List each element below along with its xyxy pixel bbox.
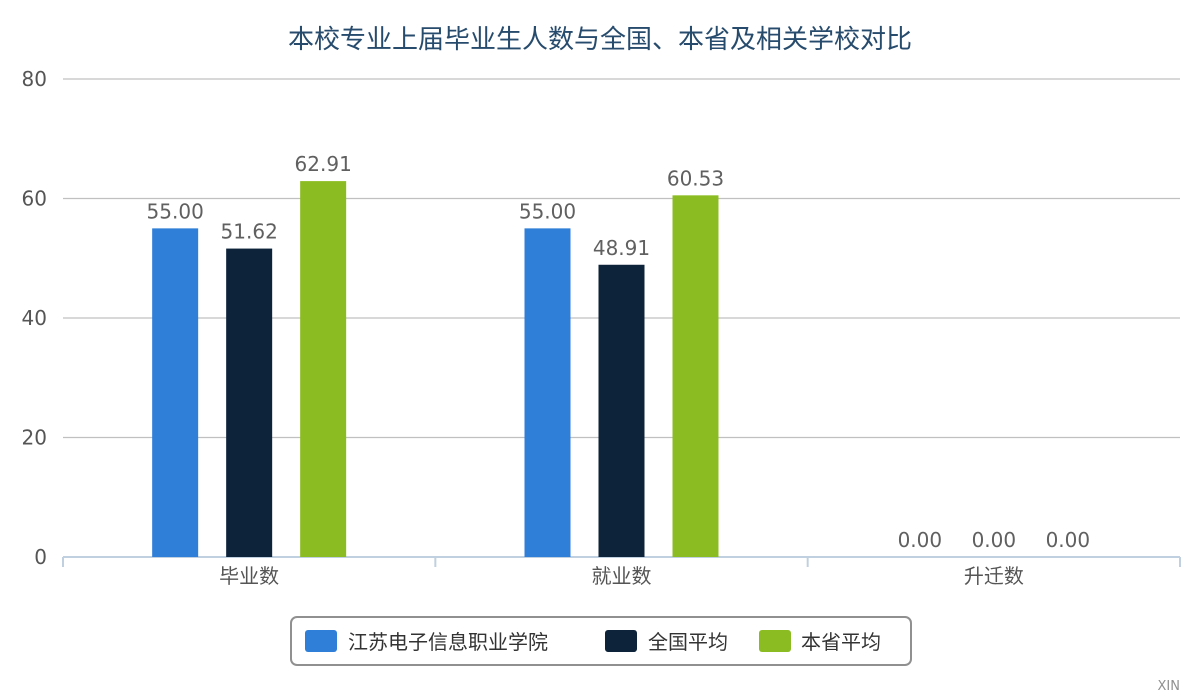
bar[interactable] bbox=[226, 248, 273, 557]
y-tick-label: 20 bbox=[22, 426, 47, 450]
data-label: 55.00 bbox=[147, 199, 204, 223]
data-labels: 55.00 51.62 62.91 55.00 48.91 60.53 0.00 0.00 0.… bbox=[147, 152, 1091, 552]
data-label: 0.00 bbox=[972, 528, 1017, 552]
x-category-label: 毕业数 bbox=[219, 564, 279, 588]
data-label: 55.00 bbox=[519, 199, 576, 223]
credit-text: XIN bbox=[1158, 679, 1180, 694]
y-axis: 0 20 40 60 80 bbox=[22, 67, 47, 569]
bar[interactable] bbox=[598, 264, 645, 557]
y-tick-label: 80 bbox=[22, 67, 47, 91]
bar[interactable] bbox=[300, 181, 347, 558]
legend-item[interactable]: 全国平均 bbox=[605, 630, 728, 654]
bar[interactable] bbox=[672, 195, 719, 557]
legend-label: 全国平均 bbox=[648, 630, 728, 654]
legend-swatch bbox=[605, 630, 637, 652]
y-tick-label: 40 bbox=[22, 306, 47, 330]
data-label: 48.91 bbox=[593, 236, 650, 260]
data-label: 0.00 bbox=[898, 528, 943, 552]
x-category-label: 升迁数 bbox=[964, 564, 1024, 588]
x-axis: 毕业数 就业数 升迁数 bbox=[62, 556, 1181, 588]
data-label: 0.00 bbox=[1046, 528, 1091, 552]
legend-box bbox=[290, 616, 912, 666]
data-label: 51.62 bbox=[221, 220, 278, 244]
x-category-label: 就业数 bbox=[592, 564, 652, 588]
y-tick-label: 0 bbox=[34, 545, 47, 569]
legend-label: 江苏电子信息职业学院 bbox=[348, 630, 548, 654]
legend[interactable]: 江苏电子信息职业学院 全国平均 本省平均 bbox=[290, 616, 912, 666]
bar[interactable] bbox=[524, 228, 571, 557]
legend-item[interactable]: 江苏电子信息职业学院 bbox=[305, 630, 548, 654]
legend-item[interactable]: 本省平均 bbox=[759, 630, 881, 654]
bar[interactable] bbox=[152, 228, 199, 557]
y-tick-label: 60 bbox=[22, 187, 47, 211]
chart-title: 本校专业上届毕业生人数与全国、本省及相关学校对比 bbox=[288, 25, 912, 55]
bars bbox=[152, 181, 719, 558]
data-label: 60.53 bbox=[667, 166, 724, 190]
legend-swatch bbox=[305, 630, 337, 652]
data-label: 62.91 bbox=[295, 152, 352, 176]
legend-swatch bbox=[759, 630, 791, 652]
legend-label: 本省平均 bbox=[801, 630, 881, 654]
